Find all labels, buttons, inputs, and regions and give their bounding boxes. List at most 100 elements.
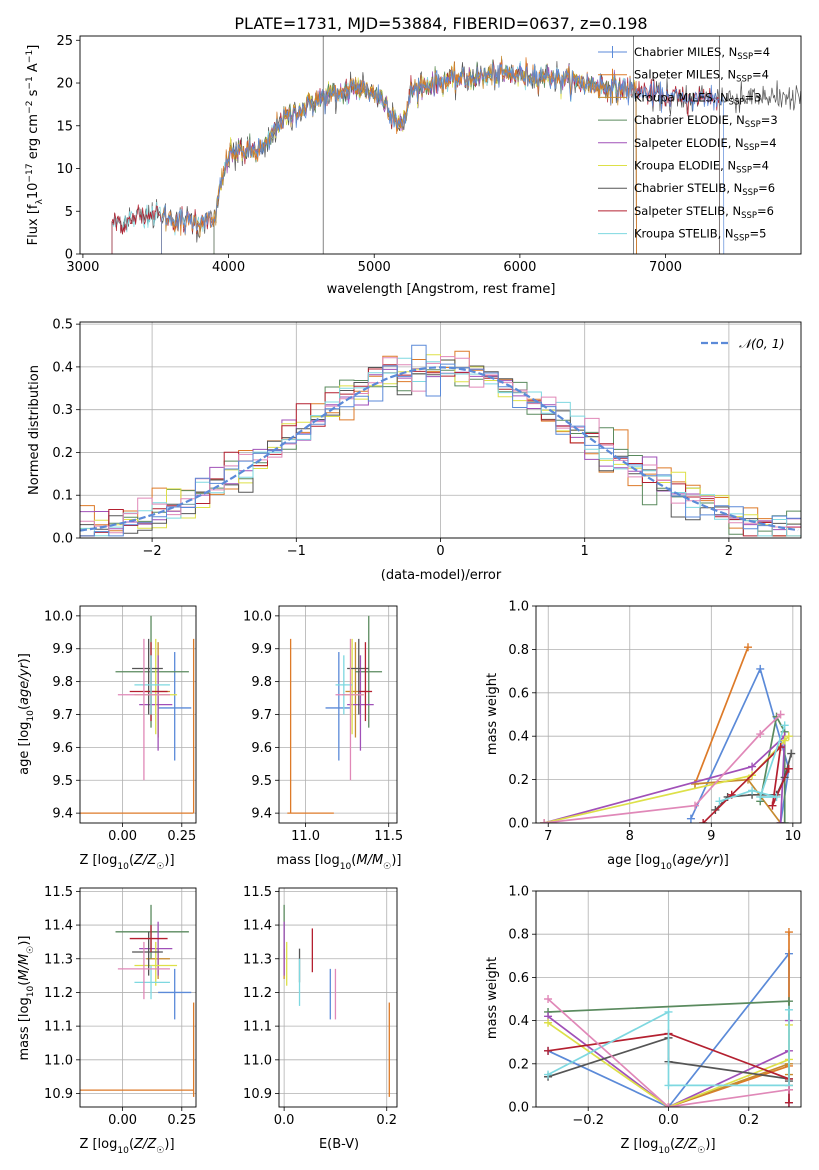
legend-label: Chabrier STELIB, NSSP=6 bbox=[634, 181, 775, 198]
x-axis-label: Z [log10(Z/Z☉)] bbox=[79, 853, 174, 872]
weight-marker bbox=[772, 792, 781, 801]
y-tick-label: 11.2 bbox=[243, 986, 272, 1001]
weight-marker bbox=[784, 1005, 793, 1014]
y-tick-label: 0.6 bbox=[508, 971, 529, 986]
y-tick-label: 0.2 bbox=[508, 1057, 529, 1072]
y-tick-label: 1.0 bbox=[508, 600, 529, 615]
label-part: ☉ bbox=[26, 946, 36, 954]
weight-marker bbox=[784, 1098, 793, 1107]
label-part: ( bbox=[17, 705, 32, 710]
label-part: Z [log bbox=[79, 1137, 117, 1152]
legend-label: Kroupa MILES, NSSP=3 bbox=[634, 90, 761, 107]
y-tick-label: 9.6 bbox=[251, 741, 272, 756]
legend-text: Chabrier STELIB, N bbox=[634, 181, 742, 195]
legend-label: Kroupa STELIB, NSSP=5 bbox=[634, 227, 766, 244]
x-tick-label: 0.0 bbox=[658, 1113, 679, 1128]
y-tick-label: 11.5 bbox=[243, 885, 272, 900]
label-part: erg cm bbox=[26, 114, 41, 163]
x-axis-label: age [log10(age/yr)] bbox=[607, 853, 729, 872]
x-tick-label: 0.2 bbox=[738, 1113, 759, 1128]
axes-age_vs_mass: 11.0 11.5 9.4 9.5 9.6 9.7 9.8 9.9 10.0 mass [log1… bbox=[243, 605, 403, 872]
label-part: )] bbox=[164, 853, 174, 868]
axes-mass_vs_ebv: 0.0 0.2 10.9 11.0 11.1 11.2 11.3 11.4 11.5 E(B-V) bbox=[243, 885, 398, 1152]
weight-marker bbox=[544, 1046, 553, 1055]
weight-marker bbox=[784, 1085, 793, 1094]
label-part: 10 bbox=[26, 183, 41, 200]
y-tick-label: 10.0 bbox=[243, 609, 272, 624]
label-part: ( bbox=[129, 853, 134, 868]
label-part: 10 bbox=[26, 710, 36, 722]
legend-sub: SSP bbox=[729, 97, 745, 107]
plot-area-weight_vs_Z bbox=[544, 928, 793, 1107]
x-axis-label: mass [log10(M/M☉)] bbox=[277, 853, 402, 872]
axes-frame bbox=[278, 887, 398, 1108]
x-tick-label: 11.0 bbox=[291, 829, 320, 844]
weight-marker bbox=[664, 1007, 673, 1016]
x-tick-label: 9 bbox=[707, 829, 715, 844]
label-part: ( bbox=[17, 981, 32, 986]
label-part: ( bbox=[670, 1137, 675, 1152]
label-part: 10 bbox=[660, 862, 672, 872]
x-axis-label: Z [log10(Z/Z☉)] bbox=[620, 1137, 715, 1156]
x-tick-label: 10 bbox=[785, 829, 802, 844]
y-tick-label: 11.0 bbox=[243, 1053, 272, 1068]
label-part: A bbox=[26, 63, 41, 76]
label-part: s bbox=[26, 89, 41, 100]
y-tick-label: 15 bbox=[56, 119, 73, 134]
legend-value: =3 bbox=[761, 113, 778, 127]
y-axis-label: mass weight bbox=[485, 673, 500, 755]
weight-marker bbox=[780, 721, 789, 730]
y-tick-label: 0.4 bbox=[52, 360, 73, 375]
y-tick-label: 0.1 bbox=[52, 489, 73, 504]
legend-text: Kroupa STELIB, N bbox=[634, 227, 734, 241]
label-part: mass [log bbox=[277, 853, 340, 868]
spectrum-chabrier-miles bbox=[161, 62, 725, 254]
y-axis-label: Flux [fλ10−17 erg cm−2 s−1 A−1] bbox=[25, 45, 45, 246]
y-tick-label: 11.3 bbox=[44, 952, 73, 967]
axes-frame bbox=[79, 35, 802, 255]
legend-value: =4 bbox=[753, 45, 770, 59]
spectrum-kroupa-stelib bbox=[111, 61, 637, 254]
legend-label: Chabrier MILES, NSSP=4 bbox=[634, 45, 770, 62]
y-tick-label: 0.8 bbox=[508, 643, 529, 658]
legend-text: Chabrier ELODIE, N bbox=[634, 113, 745, 127]
axes-frame bbox=[535, 605, 802, 824]
weight-marker bbox=[664, 1081, 673, 1090]
label-part: 10 bbox=[117, 862, 129, 872]
x-tick-label: 11.5 bbox=[374, 829, 403, 844]
y-tick-label: 11.5 bbox=[44, 885, 73, 900]
legend-text: Kroupa MILES, N bbox=[634, 90, 729, 104]
label-part: age/yr bbox=[17, 662, 32, 705]
label-part: Flux [f bbox=[26, 204, 41, 245]
x-tick-label: 7000 bbox=[649, 260, 682, 275]
plot-area-weight_vs_age bbox=[540, 643, 796, 823]
label-part: )] bbox=[17, 653, 32, 663]
label-part: age [log bbox=[17, 722, 32, 775]
weight-line bbox=[668, 932, 790, 1107]
y-tick-label: 10.9 bbox=[44, 1087, 73, 1102]
weight-marker bbox=[544, 1070, 553, 1079]
y-tick-label: 9.8 bbox=[52, 675, 73, 690]
x-axis-label: wavelength [Angstrom, rest frame] bbox=[327, 282, 556, 297]
label-part: Z/Z bbox=[133, 853, 157, 868]
legend-text: Salpeter STELIB, N bbox=[634, 204, 741, 218]
y-tick-label: 0.5 bbox=[52, 318, 73, 333]
legend-value: =4 bbox=[752, 68, 769, 82]
legend-label: Kroupa ELODIE, NSSP=4 bbox=[634, 159, 769, 176]
label-part: −1 bbox=[25, 50, 35, 63]
weight-marker bbox=[756, 664, 765, 673]
axes-weight_vs_Z: −0.2 0.0 0.2 0.0 0.2 0.4 0.6 0.8 1.0 Z [log10(Z/Z… bbox=[485, 885, 802, 1156]
x-tick-label: 0.00 bbox=[108, 1113, 137, 1128]
x-tick-label: 6000 bbox=[503, 260, 536, 275]
weight-line bbox=[694, 646, 749, 785]
legend-value: =4 bbox=[752, 159, 769, 173]
label-part: M/M bbox=[17, 954, 32, 981]
label-part: λ bbox=[35, 199, 45, 205]
y-tick-label: 11.1 bbox=[243, 1020, 272, 1035]
weight-marker bbox=[776, 819, 785, 823]
y-tick-label: 9.9 bbox=[52, 642, 73, 657]
weight-marker bbox=[691, 801, 699, 810]
weight-line bbox=[547, 998, 790, 1107]
